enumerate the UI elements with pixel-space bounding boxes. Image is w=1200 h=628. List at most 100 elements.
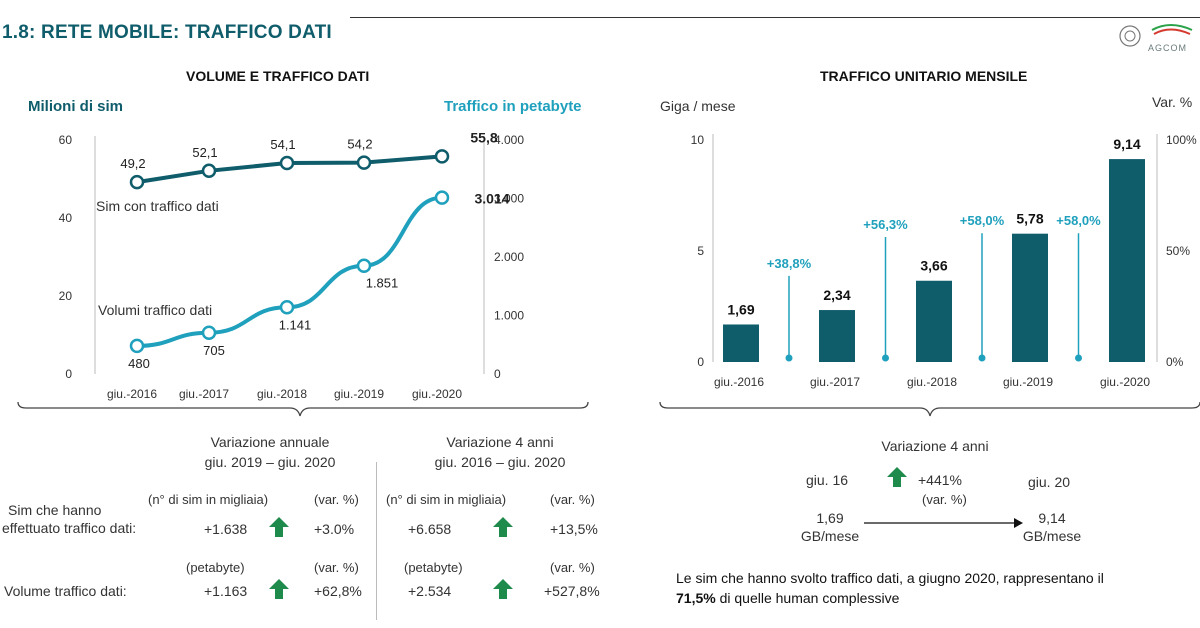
right-tick-label: 1.000	[494, 309, 524, 323]
bar-x-tick-label: giu.-2017	[810, 375, 860, 389]
bar-left-tick-label: 5	[697, 244, 704, 258]
summary-note-rest: di quelle human complessive	[715, 590, 900, 606]
row1-annual-unit-abs: (n° di sim in migliaia)	[148, 492, 269, 507]
left-tick-label: 20	[59, 289, 73, 303]
sim-data-label: 55,8	[470, 129, 497, 145]
arrow-up-icon	[269, 579, 289, 599]
sim-point	[279, 155, 295, 171]
series-label-sim: Sim con traffico dati	[96, 198, 219, 214]
summary-from-value: 1,69	[816, 510, 844, 526]
right-tick-label: 3.000	[494, 192, 524, 206]
right-chart-title: TRAFFICO UNITARIO MENSILE	[820, 68, 1028, 84]
variation-label: +56,3%	[863, 217, 908, 232]
bar-right-tick-label: 50%	[1166, 244, 1190, 258]
page-title: 1.8: RETE MOBILE: TRAFFICO DATI	[2, 22, 332, 43]
fouryear-col-period: giu. 2016 – giu. 2020	[434, 454, 566, 470]
row1-4y-abs: +6.658	[408, 521, 452, 537]
summary-from-unit: GB/mese	[800, 528, 860, 544]
row2-4y-unit-pct: (var. %)	[550, 560, 595, 575]
right-tick-label: 4.000	[494, 133, 524, 147]
fouryear-col-title: Variazione 4 anni	[446, 434, 554, 450]
row2-annual-unit-pct: (var. %)	[314, 560, 359, 575]
sim-data-label: 49,2	[120, 156, 145, 171]
summary-from-label: giu. 16	[806, 472, 849, 488]
arrow-up-icon	[493, 579, 513, 599]
bar-data-label: 2,34	[823, 287, 850, 303]
right-chart-right-axis-title: Var. %	[1152, 94, 1193, 110]
summary-note-pct: 71,5%	[676, 590, 716, 606]
row1-4y-unit-abs: (n° di sim in migliaia)	[386, 492, 507, 507]
right-tick-label: 0	[494, 367, 501, 381]
volumi-point	[129, 338, 145, 354]
left-tick-label: 0	[65, 367, 72, 381]
row1-4y-pct: +13,5%	[550, 521, 598, 537]
summary-arrow-icon	[864, 518, 1023, 528]
chart-bracket	[17, 401, 589, 417]
variation-dot	[978, 354, 986, 362]
bar-chart: 05100%50%100%1,69giu.-20162,34giu.-20173…	[659, 133, 1200, 417]
bar-data-label: 1,69	[727, 301, 754, 317]
agcom-logo	[1119, 24, 1193, 47]
row2-annual-abs: +1.163	[204, 583, 248, 599]
sim-data-label: 54,1	[270, 137, 295, 152]
bar-data-label: 3,66	[920, 258, 947, 274]
summary-note-line2: 71,5% di quelle human complessive	[676, 588, 899, 608]
variation-label: +58,0%	[960, 213, 1005, 228]
variation-dot	[785, 354, 793, 362]
variation-label: +38,8%	[767, 256, 812, 271]
agcom-logo-text: AGCOM	[1148, 43, 1188, 53]
row2-label: Volume traffico dati:	[4, 583, 127, 599]
left-axis-title: Milioni di sim	[28, 98, 124, 115]
x-tick-label: giu.-2020	[412, 387, 462, 401]
volumi-data-label: 3.014	[474, 191, 509, 207]
arrow-up-icon	[887, 467, 907, 487]
bar	[916, 280, 952, 362]
sim-point	[201, 163, 217, 179]
sim-data-label: 54,2	[347, 137, 372, 152]
table-divider	[376, 462, 377, 620]
arrow-up-icon	[269, 517, 289, 537]
row1-label-line2: effettuato traffico dati:	[2, 520, 137, 536]
row2-annual-pct: +62,8%	[314, 583, 362, 599]
variation-dot	[882, 354, 889, 362]
x-tick-label: giu.-2019	[334, 387, 384, 401]
summary-to-label: giu. 20	[1028, 474, 1071, 490]
annual-col-period: giu. 2019 – giu. 2020	[204, 454, 336, 470]
bar	[1012, 233, 1048, 362]
bar	[819, 310, 855, 362]
bar-chart-bracket	[659, 401, 1200, 417]
volumi-point	[201, 325, 217, 341]
bar-data-label: 9,14	[1113, 136, 1140, 152]
sim-point	[356, 155, 372, 170]
summary-to-unit: GB/mese	[1022, 528, 1082, 544]
summary-to-value: 9,14	[1038, 510, 1066, 526]
left-chart-title: VOLUME E TRAFFICO DATI	[186, 68, 370, 84]
sim-data-label: 52,1	[192, 145, 217, 160]
left-tick-label: 60	[59, 133, 73, 147]
line-chart: 0 20 40 60 0 1.000 2.000 3.000 4.000 giu.-2016 giu…	[17, 129, 589, 417]
bar-left-tick-label: 10	[691, 133, 705, 147]
row1-4y-unit-pct: (var. %)	[550, 492, 595, 507]
right-tick-label: 2.000	[494, 250, 524, 264]
sim-point	[434, 149, 450, 164]
series-label-volumi: Volumi traffico dati	[98, 302, 213, 318]
x-tick-label: giu.-2017	[179, 387, 229, 401]
bar-right-tick-label: 0%	[1166, 355, 1184, 369]
summary-change-unit: (var. %)	[922, 492, 967, 507]
volumi-point	[434, 190, 450, 205]
x-tick-label: giu.-2018	[257, 387, 307, 401]
bar	[1109, 159, 1145, 362]
volumi-point	[279, 300, 295, 315]
row1-label-line1: Sim che hanno	[8, 502, 102, 518]
arrow-up-icon	[493, 517, 513, 537]
variation-label: +58,0%	[1056, 213, 1101, 228]
row2-4y-pct: +527,8%	[544, 583, 600, 599]
volumi-point	[356, 258, 372, 273]
volumi-data-label: 1.851	[366, 276, 399, 291]
bar-x-tick-label: giu.-2020	[1100, 375, 1150, 389]
header-rule	[350, 17, 1200, 18]
x-tick-label: giu.-2016	[107, 387, 157, 401]
right-chart-left-axis-title: Giga / mese	[660, 98, 736, 114]
sim-point	[129, 174, 145, 190]
row2-4y-unit-abs: (petabyte)	[404, 560, 463, 575]
